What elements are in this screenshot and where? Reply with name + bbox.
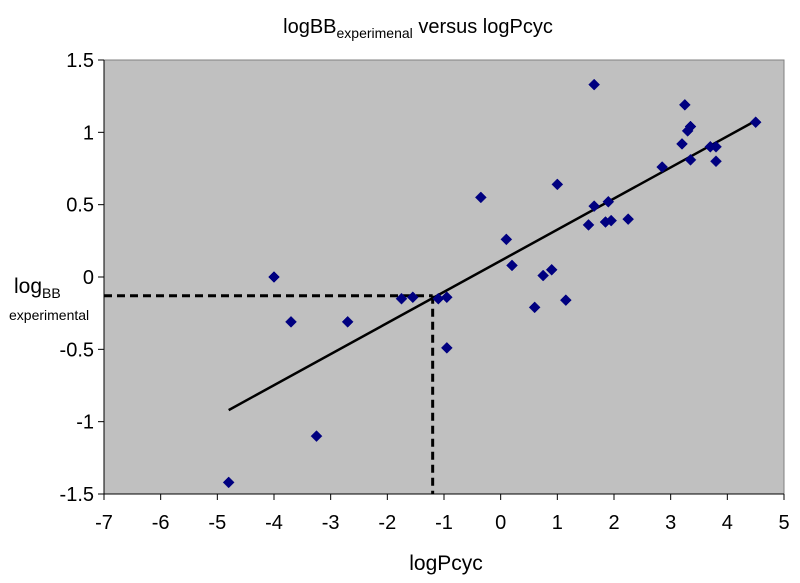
data-point [749,116,762,129]
x-tick-label: 5 [778,512,789,534]
y-axis-title-main: log [14,275,42,298]
y-axis-ticks: 1.5 1 0.5 0 -0.5 -1 -1.5 [60,50,104,506]
x-axis-ticks: -7 -6 -5 -4 -3 -2 -1 0 1 2 3 4 5 [95,494,790,534]
data-point [582,219,595,231]
data-point [710,155,722,168]
data-point [656,161,669,173]
chart-title: logBBexperimenal versus logPcyc [283,16,553,41]
x-tick-label: 2 [608,512,619,534]
trendline-layer [228,119,757,412]
chart-title-main: logBB [283,16,336,38]
x-tick-label: -2 [378,512,396,534]
x-axis-title: logPcyc [409,552,483,575]
data-point [506,259,518,272]
x-tick-label: 0 [495,512,506,534]
data-point [588,200,601,212]
x-tick-label: -6 [152,512,170,534]
y-axis-title-line2: experimental [9,307,89,323]
data-point [440,291,453,304]
y-tick-label: 0 [83,267,94,289]
x-tick-label: 3 [665,512,676,534]
data-point [528,301,541,314]
data-point [602,195,615,208]
plot-area [103,59,785,495]
data-point [684,153,697,166]
y-axis-title: logBB [14,275,61,301]
x-tick-label: -5 [208,512,226,534]
data-point [684,120,697,133]
chart-title-suffix: versus logPcyc [413,16,553,38]
data-point [440,342,453,354]
data-point [551,178,564,191]
data-point [676,138,688,150]
chart-title-subscript: experimenal [337,25,413,41]
data-points [222,78,762,489]
y-tick-label: -1 [76,412,94,434]
data-point [341,315,354,328]
data-point [310,430,323,442]
data-point [285,315,297,328]
data-point [545,263,558,276]
x-tick-label: 4 [722,512,733,534]
y-tick-label: 0.5 [66,195,94,217]
data-point [559,294,572,307]
y-axis-title-subscript: BB [42,285,61,301]
data-point [537,269,550,282]
trendline [228,119,757,412]
data-point [588,78,601,91]
data-point [268,271,280,283]
y-tick-label: -0.5 [60,339,94,361]
data-point [605,214,618,227]
data-point [710,140,722,153]
data-point [222,476,235,489]
x-tick-label: -3 [322,512,340,534]
x-tick-label: -1 [435,512,453,534]
x-tick-label: 1 [552,512,563,534]
y-tick-label: 1 [83,122,94,144]
data-point [678,98,691,111]
x-tick-label: -4 [265,512,283,534]
data-point [500,233,513,246]
y-tick-label: 1.5 [66,50,94,72]
data-point [406,291,419,304]
data-point [474,191,487,204]
y-tick-label: -1.5 [60,484,94,506]
data-point [622,213,635,225]
reference-lines [104,294,435,494]
x-tick-label: -7 [95,512,113,534]
data-point [395,292,408,305]
